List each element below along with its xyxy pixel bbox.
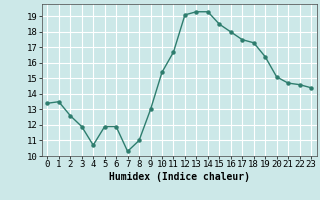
X-axis label: Humidex (Indice chaleur): Humidex (Indice chaleur) [109,172,250,182]
